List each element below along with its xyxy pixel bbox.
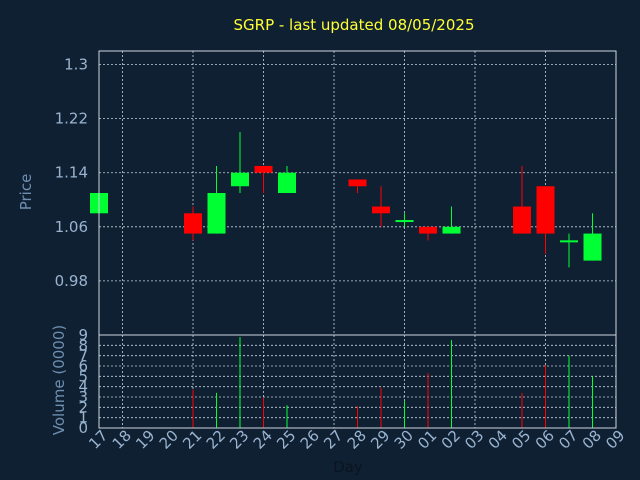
volume-tick-label: 4 xyxy=(78,378,88,396)
price-tick-label: 0.98 xyxy=(55,272,88,290)
x-tick-label: 05 xyxy=(508,427,534,453)
price-tick-labels: 0.98 1.06 1.14 1.22 1.3 xyxy=(55,56,88,290)
candle-body xyxy=(254,165,273,173)
x-tick-label: 03 xyxy=(461,427,487,453)
volume-tick-label: 6 xyxy=(78,357,88,375)
candle-body xyxy=(278,172,296,193)
x-tick-label: 29 xyxy=(367,427,393,453)
x-tick-label: 19 xyxy=(132,427,158,453)
x-tick-label: 18 xyxy=(109,427,135,453)
candle-body xyxy=(348,179,367,187)
x-tick-label: 08 xyxy=(579,427,605,453)
volume-bars xyxy=(192,337,593,428)
x-tick-label: 07 xyxy=(555,427,581,453)
x-tick-label: 22 xyxy=(203,427,229,453)
price-tick-label: 1.06 xyxy=(55,218,88,236)
candle-body xyxy=(184,213,202,234)
x-tick-label: 24 xyxy=(250,427,276,453)
x-tick-label: 30 xyxy=(391,427,417,453)
x-tick-label: 04 xyxy=(485,427,511,453)
x-tick-labels: 1718192021222324252627282930010203040506… xyxy=(85,427,628,453)
candle-body xyxy=(372,206,390,214)
x-tick-label: 17 xyxy=(85,427,111,453)
x-tick-label: 27 xyxy=(320,427,346,453)
volume-tick-label: 9 xyxy=(78,326,88,344)
x-tick-label: 23 xyxy=(226,427,252,453)
x-tick-label: 06 xyxy=(532,427,558,453)
volume-tick-label: 2 xyxy=(78,398,88,416)
candle-body xyxy=(560,240,578,243)
volume-tick-label: 7 xyxy=(78,347,88,365)
candle-body xyxy=(536,186,555,234)
volume-tick-label: 8 xyxy=(78,336,88,354)
candle-body xyxy=(395,220,414,223)
x-tick-label: 09 xyxy=(602,427,628,453)
x-tick-label: 25 xyxy=(273,427,299,453)
candles xyxy=(90,132,602,268)
x-tick-label: 26 xyxy=(297,427,323,453)
candle-body xyxy=(207,193,226,234)
volume-plot-frame xyxy=(98,334,617,429)
x-tick-label: 02 xyxy=(438,427,464,453)
x-axis-title: Day xyxy=(333,458,363,476)
candle-body xyxy=(419,226,437,234)
volume-tick-label: 1 xyxy=(78,409,88,427)
price-axis-title: Price xyxy=(17,174,35,211)
volume-axis-title: Volume (0000) xyxy=(50,325,68,435)
x-tick-label: 21 xyxy=(179,427,205,453)
price-tick-label: 1.22 xyxy=(55,110,88,128)
chart-title: SGRP - last updated 08/05/2025 xyxy=(234,16,475,34)
volume-tick-label: 3 xyxy=(78,388,88,406)
volume-tick-label: 0 xyxy=(78,419,88,437)
candle-body xyxy=(231,172,249,187)
candle-body xyxy=(513,206,531,234)
volume-tick-label: 5 xyxy=(78,367,88,385)
price-tick-label: 1.3 xyxy=(64,56,88,74)
candle-body xyxy=(583,233,602,261)
x-tick-label: 01 xyxy=(414,427,440,453)
candle-body xyxy=(442,226,461,234)
x-tick-label: 28 xyxy=(344,427,370,453)
price-tick-label: 1.14 xyxy=(55,164,88,182)
x-tick-label: 20 xyxy=(156,427,182,453)
